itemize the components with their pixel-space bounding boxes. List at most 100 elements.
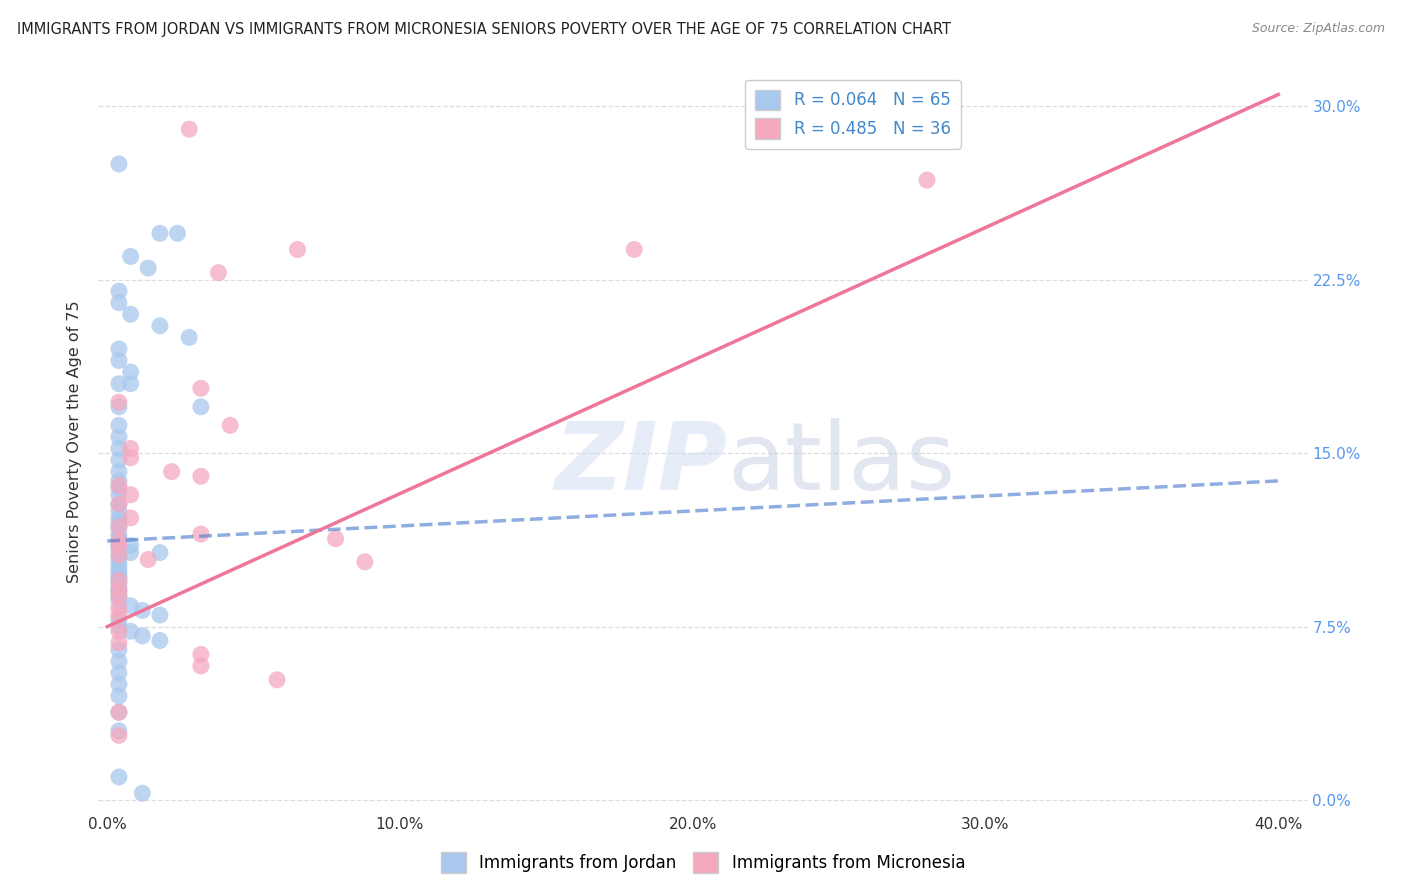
Point	[120, 624, 142, 639]
Point	[108, 453, 131, 467]
Point	[108, 590, 131, 604]
Point	[149, 546, 172, 560]
Point	[108, 585, 131, 599]
Point	[108, 353, 131, 368]
Point	[915, 173, 938, 187]
Point	[120, 488, 142, 502]
Point	[120, 307, 142, 321]
Y-axis label: Seniors Poverty Over the Age of 75: Seniors Poverty Over the Age of 75	[67, 301, 83, 582]
Point	[108, 723, 131, 738]
Point	[108, 478, 131, 492]
Point	[149, 318, 172, 333]
Point	[108, 582, 131, 597]
Point	[108, 481, 131, 495]
Point	[108, 550, 131, 565]
Point	[108, 474, 131, 488]
Point	[108, 511, 131, 525]
Point	[108, 665, 131, 680]
Point	[179, 330, 201, 344]
Point	[108, 559, 131, 574]
Point	[149, 608, 172, 623]
Point	[108, 376, 131, 391]
Point	[120, 365, 142, 379]
Point	[136, 260, 159, 275]
Point	[108, 654, 131, 668]
Point	[623, 243, 645, 257]
Point	[120, 450, 142, 465]
Point	[108, 568, 131, 582]
Point	[108, 520, 131, 534]
Point	[108, 636, 131, 650]
Point	[108, 539, 131, 553]
Point	[108, 555, 131, 569]
Legend: R = 0.064   N = 65, R = 0.485   N = 36: R = 0.064 N = 65, R = 0.485 N = 36	[745, 79, 960, 149]
Point	[120, 546, 142, 560]
Point	[108, 284, 131, 298]
Text: ZIP: ZIP	[554, 417, 727, 509]
Point	[160, 465, 183, 479]
Point	[120, 599, 142, 613]
Point	[108, 497, 131, 511]
Point	[108, 677, 131, 691]
Point	[190, 400, 212, 414]
Point	[108, 571, 131, 585]
Point	[108, 580, 131, 594]
Point	[120, 442, 142, 456]
Point	[108, 532, 131, 546]
Point	[108, 590, 131, 604]
Point	[325, 532, 347, 546]
Point	[108, 642, 131, 657]
Point	[108, 395, 131, 409]
Point	[108, 442, 131, 456]
Point	[190, 648, 212, 662]
Point	[149, 227, 172, 241]
Text: IMMIGRANTS FROM JORDAN VS IMMIGRANTS FROM MICRONESIA SENIORS POVERTY OVER THE AG: IMMIGRANTS FROM JORDAN VS IMMIGRANTS FRO…	[17, 22, 950, 37]
Point	[108, 400, 131, 414]
Point	[108, 608, 131, 623]
Point	[108, 613, 131, 627]
Point	[131, 786, 153, 800]
Point	[108, 564, 131, 578]
Point	[108, 430, 131, 444]
Point	[179, 122, 201, 136]
Point	[108, 770, 131, 784]
Point	[108, 465, 131, 479]
Point	[108, 488, 131, 502]
Point	[108, 601, 131, 615]
Point	[131, 603, 153, 617]
Point	[108, 548, 131, 562]
Point	[120, 539, 142, 553]
Point	[108, 543, 131, 558]
Point	[149, 633, 172, 648]
Point	[108, 705, 131, 719]
Point	[108, 728, 131, 742]
Point	[108, 516, 131, 530]
Point	[108, 520, 131, 534]
Point	[266, 673, 288, 687]
Text: atlas: atlas	[727, 417, 956, 509]
Point	[219, 418, 242, 433]
Point	[120, 376, 142, 391]
Point	[108, 497, 131, 511]
Point	[108, 504, 131, 518]
Point	[108, 295, 131, 310]
Point	[108, 574, 131, 588]
Point	[108, 594, 131, 608]
Legend: Immigrants from Jordan, Immigrants from Micronesia: Immigrants from Jordan, Immigrants from …	[434, 846, 972, 880]
Point	[108, 342, 131, 356]
Point	[120, 250, 142, 264]
Point	[131, 629, 153, 643]
Point	[120, 511, 142, 525]
Point	[190, 527, 212, 541]
Point	[136, 552, 159, 566]
Point	[166, 227, 188, 241]
Text: Source: ZipAtlas.com: Source: ZipAtlas.com	[1251, 22, 1385, 36]
Point	[207, 266, 229, 280]
Point	[190, 659, 212, 673]
Point	[287, 243, 309, 257]
Point	[108, 418, 131, 433]
Point	[108, 157, 131, 171]
Point	[108, 624, 131, 639]
Point	[108, 539, 131, 553]
Point	[108, 689, 131, 703]
